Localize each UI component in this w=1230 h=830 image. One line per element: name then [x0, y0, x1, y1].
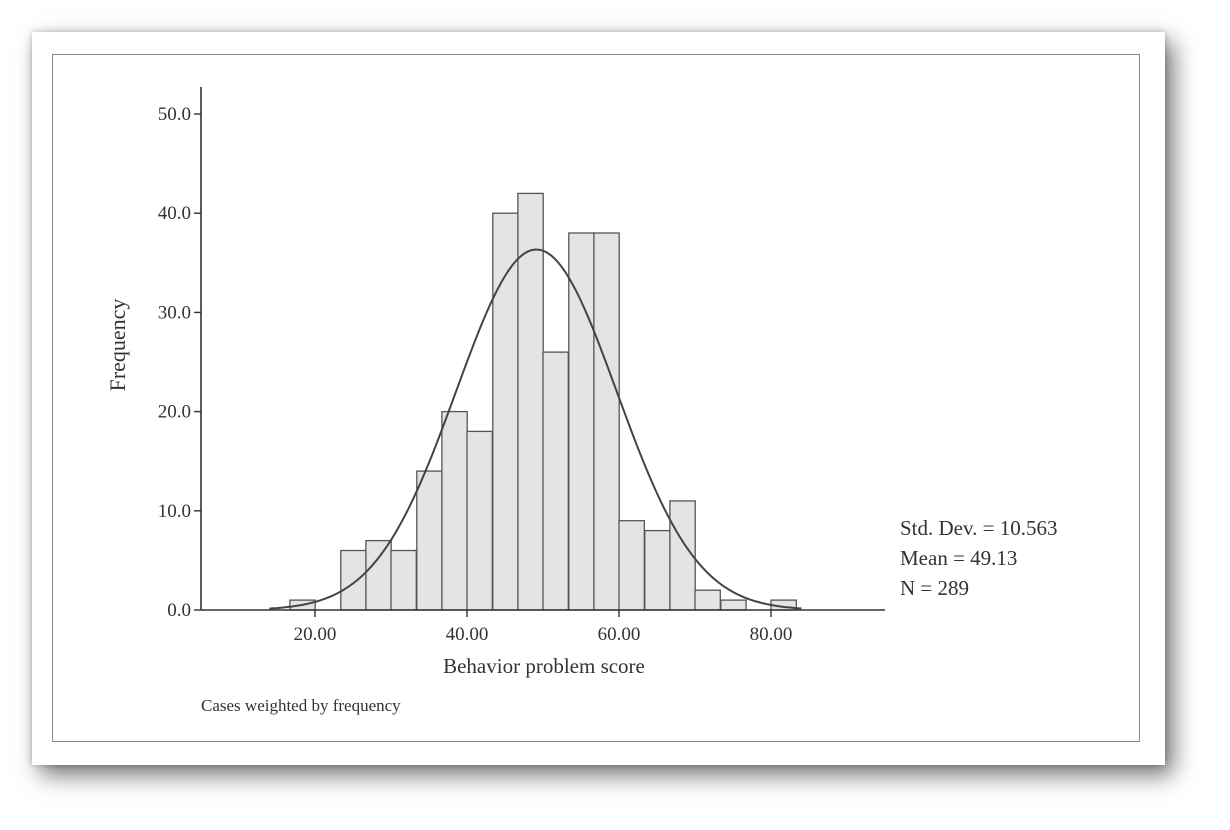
x-tick-label-2: 60.00 — [598, 624, 641, 645]
histogram-bar-10 — [568, 232, 595, 611]
y-tick-label-1: 10.0 — [158, 501, 191, 522]
histogram-bar-7 — [492, 212, 519, 611]
histogram-bar-13 — [644, 529, 671, 611]
histogram-bar-1 — [340, 549, 367, 611]
histogram-bar-4 — [416, 470, 443, 611]
histogram-chart: 0.0 10.0 20.0 30.0 40.0 50.0 20.00 40.00 60.00 8… — [105, 87, 1057, 715]
y-axis-label: Frequency — [105, 299, 130, 392]
histogram-bar-5 — [441, 410, 468, 611]
histogram-bar-12 — [618, 520, 645, 611]
stat-n: N = 289 — [900, 576, 969, 600]
x-tick-label-3: 80.00 — [750, 624, 793, 645]
y-tick-label-0: 0.0 — [167, 600, 191, 621]
x-axis-label: Behavior problem score — [443, 654, 645, 678]
histogram-bar-6 — [466, 430, 493, 611]
x-tick-label-0: 20.00 — [294, 624, 337, 645]
stat-std-dev: Std. Dev. = 10.563 — [900, 516, 1057, 540]
histogram-bars — [289, 192, 797, 611]
y-tick-label-2: 20.0 — [158, 402, 191, 423]
histogram-bar-16 — [720, 599, 747, 611]
histogram-bar-15 — [694, 589, 721, 611]
y-tick-label-4: 40.0 — [158, 203, 191, 224]
stat-mean: Mean = 49.13 — [900, 546, 1017, 570]
normal-curve — [269, 248, 802, 610]
x-axis-ticks: 20.00 40.00 60.00 80.00 — [294, 610, 793, 645]
figure-card: 0.0 10.0 20.0 30.0 40.0 50.0 20.00 40.00 60.00 8… — [32, 32, 1165, 765]
y-tick-label-3: 30.0 — [158, 302, 191, 323]
histogram-bar-11 — [593, 232, 620, 611]
weighting-note: Cases weighted by frequency — [201, 696, 401, 715]
histogram-bar-3 — [390, 549, 417, 611]
histogram-bar-9 — [542, 351, 569, 611]
histogram-bar-2 — [365, 539, 392, 611]
y-axis-ticks: 0.0 10.0 20.0 30.0 40.0 50.0 — [158, 104, 201, 621]
x-tick-label-1: 40.00 — [446, 624, 489, 645]
figure-frame: 0.0 10.0 20.0 30.0 40.0 50.0 20.00 40.00 60.00 8… — [52, 54, 1140, 742]
y-tick-label-5: 50.0 — [158, 104, 191, 125]
